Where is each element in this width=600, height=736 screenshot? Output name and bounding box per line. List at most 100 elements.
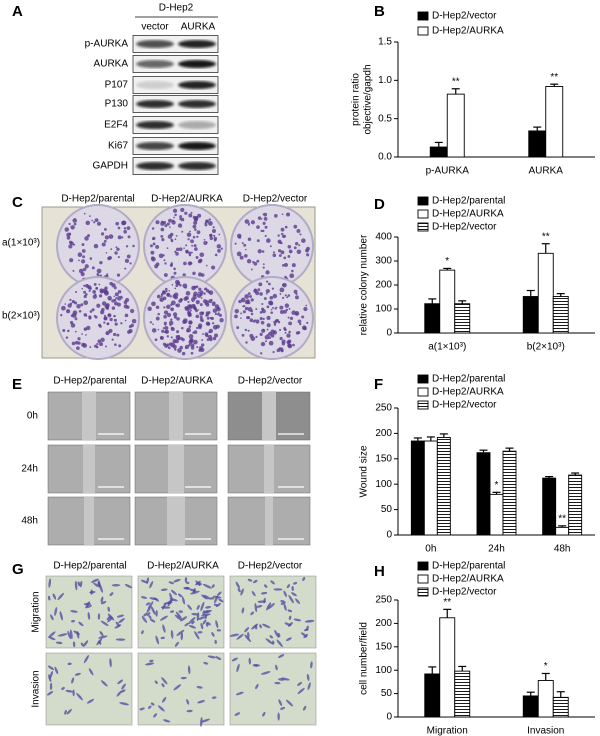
cell — [167, 599, 172, 607]
colony — [280, 250, 285, 255]
x-tick-label: Migration — [427, 726, 468, 736]
colony — [261, 250, 265, 253]
colony — [109, 317, 113, 322]
colony — [287, 316, 290, 319]
colony — [197, 309, 199, 311]
cell — [302, 705, 307, 711]
colony — [213, 333, 219, 338]
cell — [255, 683, 259, 690]
legend-swatch — [417, 574, 429, 584]
colony — [82, 255, 86, 259]
well — [230, 204, 314, 288]
colony — [114, 322, 118, 326]
colony — [191, 244, 194, 247]
cell — [286, 584, 291, 589]
cell — [288, 594, 295, 604]
colony — [93, 282, 97, 286]
blot-column: vector — [141, 22, 169, 33]
colony — [246, 258, 252, 264]
blot-band — [178, 121, 216, 129]
colony — [284, 303, 290, 308]
colony — [183, 247, 185, 250]
colony — [187, 238, 190, 241]
cell — [195, 580, 201, 587]
colony — [259, 292, 263, 296]
panel-label: A — [12, 3, 23, 20]
colony — [200, 297, 203, 299]
colony — [91, 308, 95, 312]
cell — [234, 712, 241, 716]
colony — [301, 238, 306, 243]
colony — [260, 341, 266, 347]
blot-strip — [132, 137, 219, 155]
cell — [140, 579, 149, 584]
colony — [83, 327, 88, 331]
colony — [243, 254, 248, 258]
colony — [198, 348, 202, 352]
wound-gap — [264, 445, 274, 493]
well — [230, 276, 314, 360]
bar — [436, 437, 451, 536]
cell — [203, 594, 211, 600]
colony — [266, 238, 271, 243]
colony — [275, 306, 278, 309]
colony — [266, 328, 269, 331]
colony — [195, 299, 200, 305]
blot-row-label: p-AURKA — [85, 39, 129, 50]
colony — [284, 225, 288, 229]
cell — [124, 583, 133, 589]
colony — [116, 273, 121, 277]
colony — [187, 300, 190, 303]
colony — [206, 219, 209, 223]
colony — [202, 333, 204, 335]
colony — [103, 314, 106, 317]
colony — [170, 303, 173, 307]
colony — [168, 320, 174, 326]
legend-swatch — [417, 196, 429, 206]
colony — [163, 259, 166, 262]
colony — [192, 235, 196, 239]
colony — [74, 301, 78, 305]
cell — [306, 673, 310, 682]
wound-gap — [265, 497, 273, 545]
colony — [186, 232, 192, 238]
cell — [71, 677, 75, 684]
transwell-image — [229, 575, 317, 649]
colony — [188, 340, 193, 345]
colony — [172, 344, 177, 349]
colony — [155, 220, 160, 225]
colony — [150, 256, 155, 260]
colony — [261, 328, 266, 333]
colony — [211, 322, 215, 325]
colony — [262, 317, 265, 321]
cell — [203, 661, 209, 665]
colony — [168, 289, 171, 292]
colony — [306, 321, 309, 325]
colony — [124, 319, 127, 322]
cell — [57, 633, 68, 637]
cell — [297, 687, 305, 695]
colony — [273, 323, 277, 326]
colony — [192, 295, 197, 300]
colony — [243, 304, 246, 308]
colony — [89, 257, 93, 260]
colony — [257, 288, 261, 292]
colony — [88, 289, 91, 292]
legend-swatch — [417, 400, 429, 410]
cell — [257, 600, 267, 603]
blot-band — [136, 60, 174, 68]
colony — [78, 309, 82, 313]
colony — [250, 298, 254, 302]
cell — [184, 622, 189, 627]
colony — [303, 306, 308, 312]
cell — [244, 627, 250, 633]
colony — [166, 312, 172, 318]
colony — [259, 311, 263, 314]
colony — [77, 252, 83, 258]
colony — [238, 299, 242, 304]
colony — [272, 330, 278, 335]
cell — [146, 612, 151, 616]
cell — [160, 588, 168, 591]
colony — [176, 281, 181, 286]
colony — [151, 328, 157, 333]
